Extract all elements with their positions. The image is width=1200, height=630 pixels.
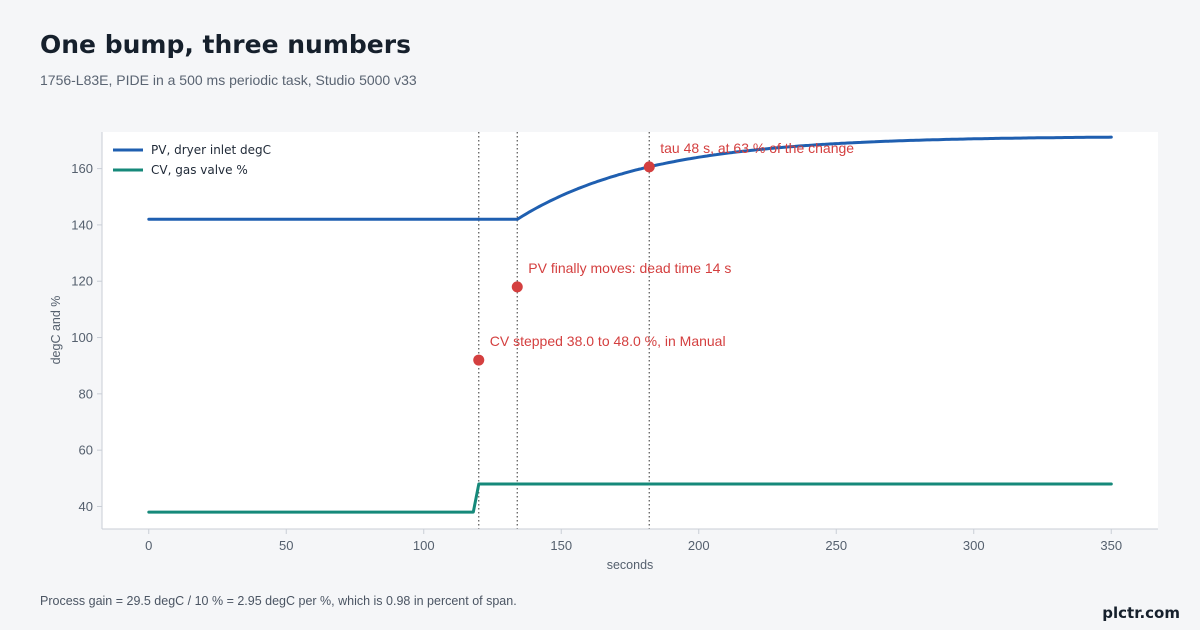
plot-area bbox=[102, 132, 1158, 529]
legend-entry: CV, gas valve % bbox=[151, 163, 248, 177]
x-tick-label: 300 bbox=[963, 538, 985, 553]
footnote: Process gain = 29.5 degC / 10 % = 2.95 d… bbox=[40, 594, 517, 608]
annotation-label: tau 48 s, at 63 % of the change bbox=[660, 140, 854, 156]
chart-title: One bump, three numbers bbox=[40, 30, 411, 59]
annotation-label: PV finally moves: dead time 14 s bbox=[528, 260, 731, 276]
axes: 0 50 100 150 200 250 300 350 40 60 80 100 120 140 160 bbox=[71, 132, 1158, 553]
y-tick-label: 140 bbox=[71, 217, 93, 232]
cv-series-line bbox=[147, 482, 1113, 514]
x-tick-label: 0 bbox=[145, 538, 152, 553]
y-tick-label: 80 bbox=[79, 386, 93, 401]
annotation-point bbox=[643, 161, 655, 173]
x-tick-label: 350 bbox=[1100, 538, 1122, 553]
y-tick-label: 40 bbox=[79, 499, 93, 514]
pv-series-line bbox=[147, 135, 1113, 221]
brand-logo: plctr.com bbox=[1102, 604, 1180, 622]
series bbox=[147, 135, 1113, 514]
annotation-label: CV stepped 38.0 to 48.0 %, in Manual bbox=[490, 333, 726, 349]
y-axis-label: degC and % bbox=[49, 296, 63, 365]
legend: PV, dryer inlet degC CV, gas valve % bbox=[113, 143, 271, 177]
x-tick-label: 250 bbox=[825, 538, 847, 553]
y-tick-label: 120 bbox=[71, 274, 93, 289]
legend-entry: PV, dryer inlet degC bbox=[151, 143, 271, 157]
annotation-point bbox=[511, 281, 523, 293]
annotations: CV stepped 38.0 to 48.0 %, in Manual PV f… bbox=[473, 140, 854, 366]
chart-subtitle: 1756-L83E, PIDE in a 500 ms periodic tas… bbox=[40, 72, 417, 88]
y-tick-label: 160 bbox=[71, 161, 93, 176]
x-axis-label: seconds bbox=[607, 558, 654, 572]
y-tick-label: 60 bbox=[79, 443, 93, 458]
y-tick-label: 100 bbox=[71, 330, 93, 345]
x-tick-label: 50 bbox=[279, 538, 293, 553]
annotation-point bbox=[473, 354, 485, 366]
x-tick-label: 200 bbox=[688, 538, 710, 553]
x-tick-label: 100 bbox=[413, 538, 435, 553]
x-tick-label: 150 bbox=[550, 538, 572, 553]
